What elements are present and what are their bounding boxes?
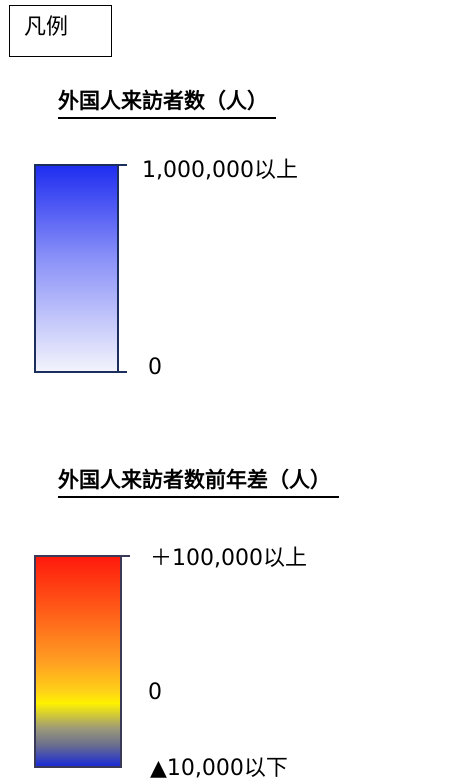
visitors-heading-text: 外国人来訪者数（人）: [58, 87, 276, 119]
diff-heading-text: 外国人来訪者数前年差（人）: [58, 466, 339, 498]
legend-title: 凡例: [9, 5, 112, 57]
legend-title-text: 凡例: [24, 15, 69, 40]
diff-zero-label: 0: [148, 680, 162, 705]
visitors-max-label: 1,000,000以上: [142, 158, 298, 183]
visitors-min-label: 0: [148, 355, 162, 380]
diff-scale-top-tick: [122, 555, 130, 557]
diff-max-label: ＋100,000以上: [150, 546, 307, 571]
visitors-scale-top-tick: [119, 164, 127, 166]
visitors-heading: 外国人来訪者数（人）: [58, 87, 276, 119]
visitors-scale-bottom-tick: [119, 371, 127, 373]
diff-heading: 外国人来訪者数前年差（人）: [58, 466, 339, 498]
diff-min-label: ▲10,000以下: [150, 756, 288, 781]
diff-color-scale: [34, 555, 122, 768]
visitors-color-scale: [34, 164, 119, 373]
